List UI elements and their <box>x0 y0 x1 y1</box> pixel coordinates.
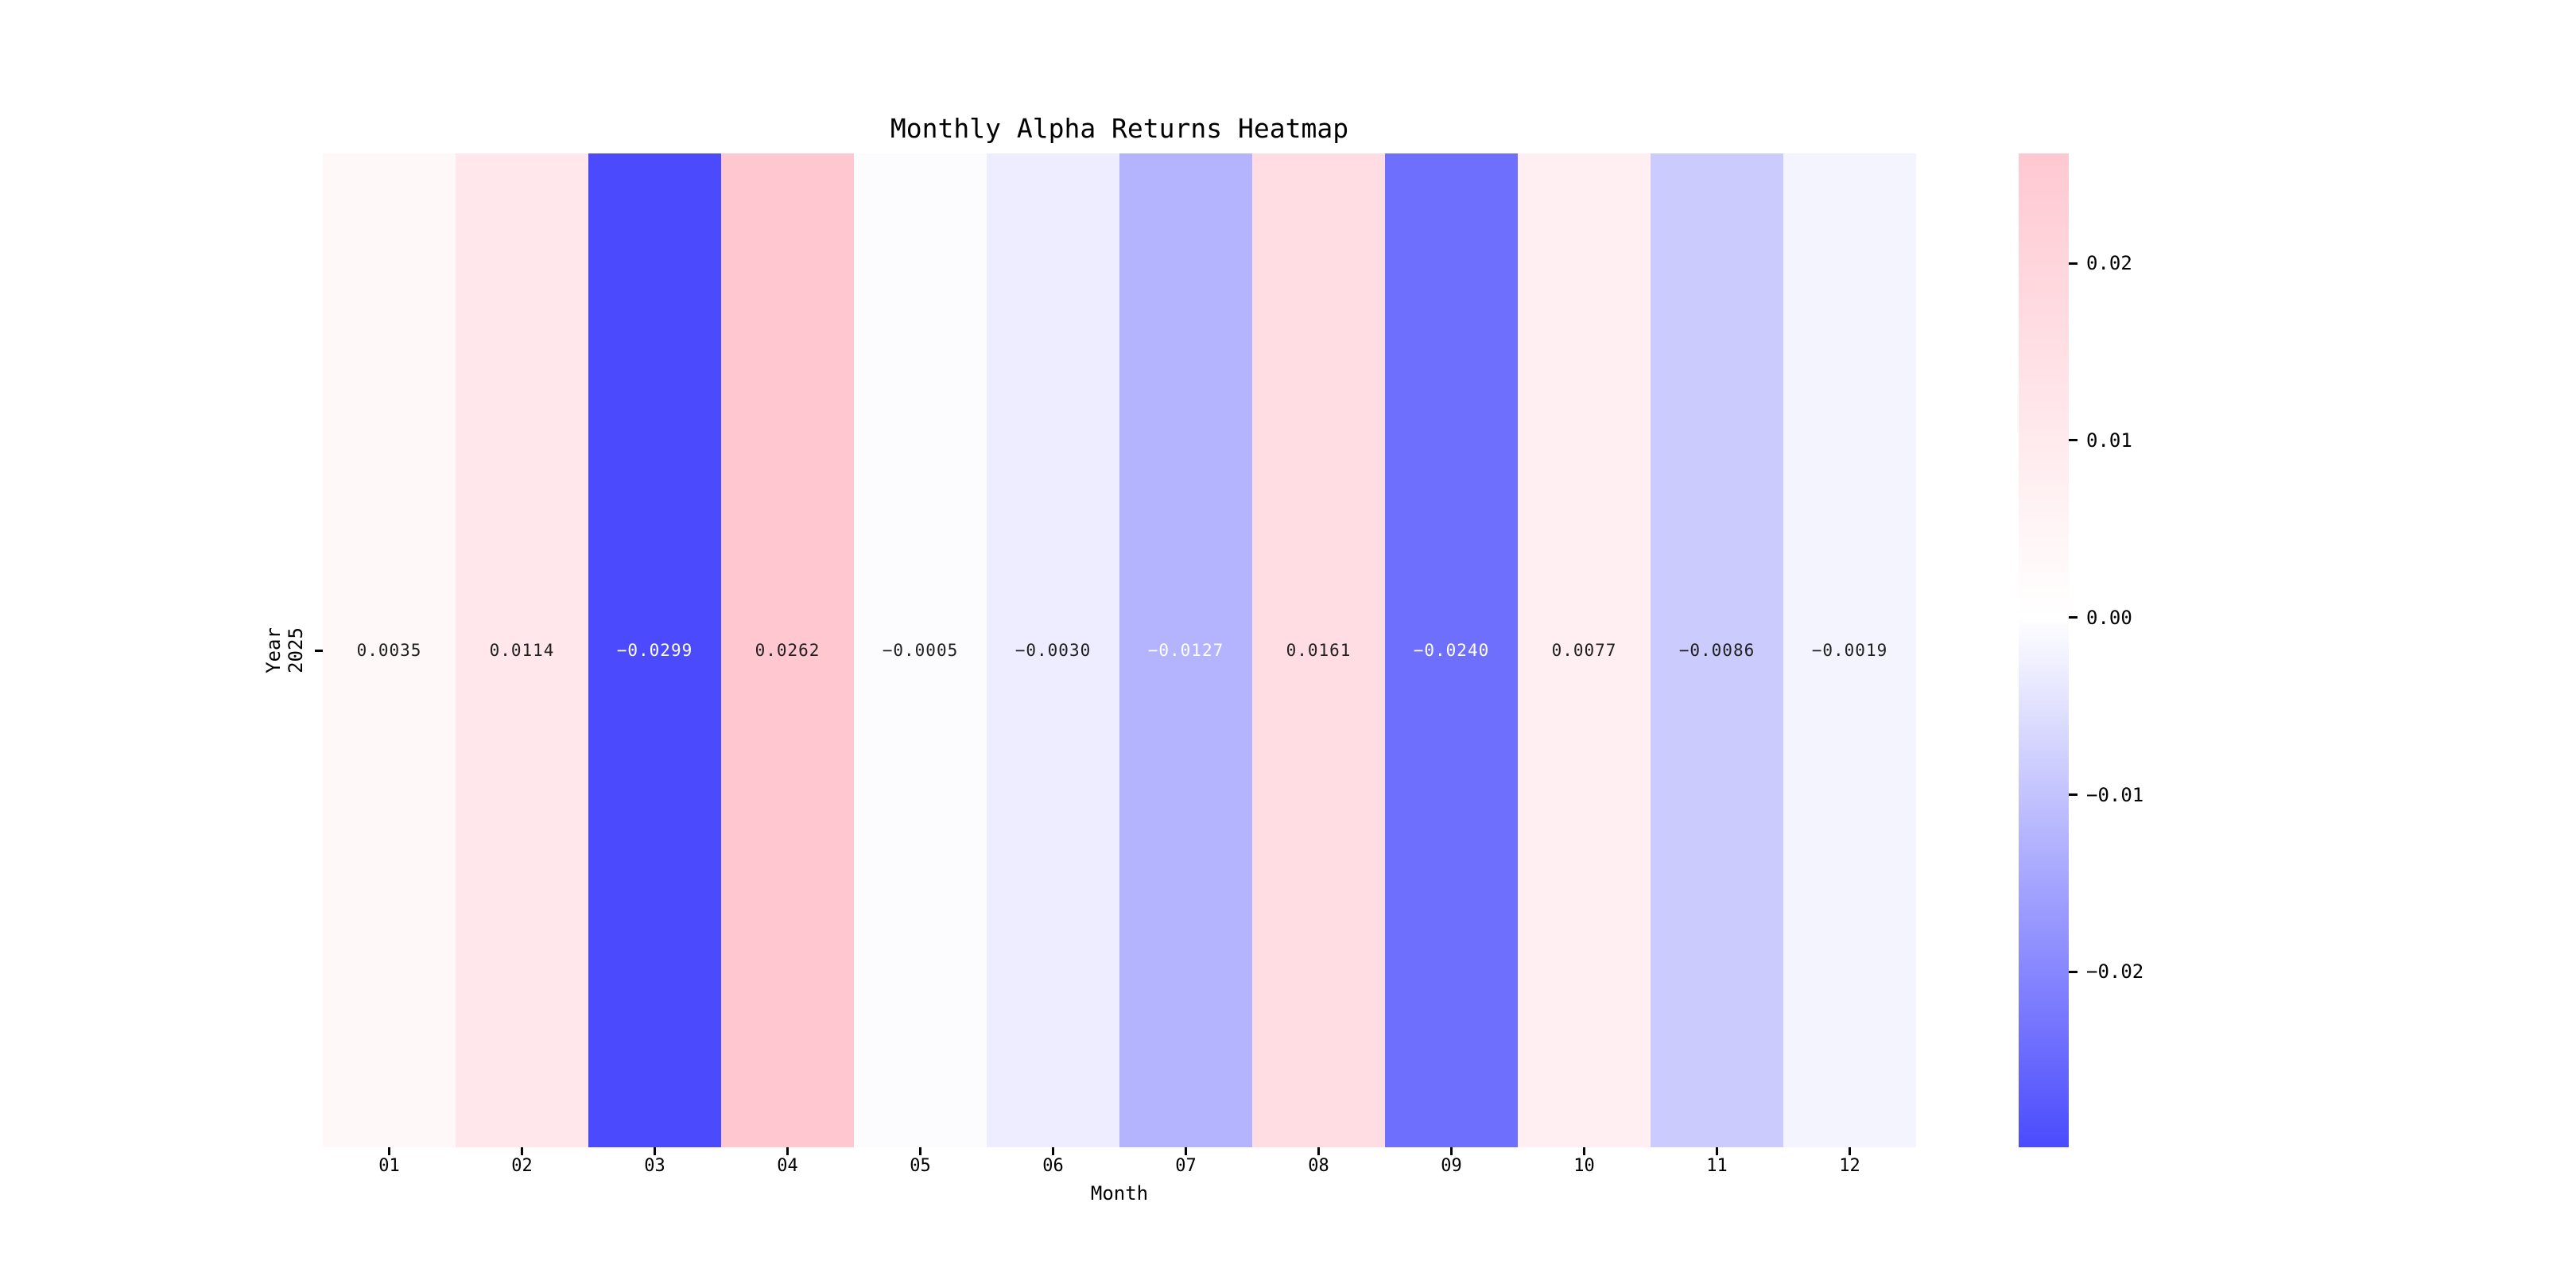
y-tick-mark <box>315 650 323 652</box>
x-tick-label-03: 03 <box>644 1156 665 1176</box>
x-tick-mark <box>388 1147 390 1155</box>
x-tick-mark <box>1716 1147 1718 1155</box>
x-tick-label-04: 04 <box>777 1156 798 1176</box>
colorbar-tick-mark <box>2069 616 2077 619</box>
x-tick-08 <box>1252 1147 1385 1155</box>
colorbar-tick-label: 0.01 <box>2086 429 2132 452</box>
cell-value: 0.0114 <box>489 641 555 660</box>
heatmap-cell-12: −0.0019 <box>1783 153 1916 1147</box>
x-tick-mark <box>919 1147 921 1155</box>
cell-value: 0.0077 <box>1551 641 1617 660</box>
x-tick-06 <box>987 1147 1119 1155</box>
x-tick-mark <box>1450 1147 1453 1155</box>
colorbar-tick-label: 0.00 <box>2086 606 2132 629</box>
y-tick-label: 2025 <box>285 627 307 673</box>
heatmap-cell-11: −0.0086 <box>1651 153 1783 1147</box>
cell-value: −0.0005 <box>882 641 959 660</box>
colorbar-gradient <box>2019 153 2069 1147</box>
x-tick-mark <box>521 1147 523 1155</box>
x-axis-tick-labels: 01 02 03 04 05 06 07 08 09 10 11 12 <box>323 1158 1916 1175</box>
x-tick-05 <box>854 1147 987 1155</box>
x-tick-label-11: 11 <box>1706 1156 1728 1176</box>
cell-value: 0.0035 <box>356 641 422 660</box>
cell-value: −0.0240 <box>1413 641 1490 660</box>
x-tick-mark <box>1849 1147 1851 1155</box>
colorbar-tick-mark <box>2069 439 2077 442</box>
x-tick-label-06: 06 <box>1042 1156 1064 1176</box>
heatmap-cell-07: −0.0127 <box>1119 153 1252 1147</box>
colorbar-tick-mark <box>2069 262 2077 265</box>
colorbar-tick-label: 0.02 <box>2086 252 2132 275</box>
heatmap-cell-06: −0.0030 <box>987 153 1119 1147</box>
x-tick-12 <box>1783 1147 1916 1155</box>
colorbar-tick-mark <box>2069 970 2077 973</box>
x-tick-11 <box>1651 1147 1783 1155</box>
cell-value: −0.0019 <box>1811 641 1888 660</box>
x-tick-07 <box>1119 1147 1252 1155</box>
x-tick-09 <box>1385 1147 1518 1155</box>
x-tick-label-02: 02 <box>511 1156 533 1176</box>
x-tick-mark <box>786 1147 789 1155</box>
colorbar-tick-label: −0.01 <box>2086 783 2144 806</box>
heatmap-cell-05: −0.0005 <box>854 153 987 1147</box>
x-tick-mark <box>1185 1147 1187 1155</box>
x-axis-label: Month <box>1090 1182 1149 1205</box>
x-tick-04 <box>721 1147 854 1155</box>
cell-value: −0.0086 <box>1678 641 1755 660</box>
y-axis-label: Year <box>262 627 285 673</box>
chart-title: Monthly Alpha Returns Heatmap <box>890 113 1349 144</box>
x-tick-01 <box>323 1147 456 1155</box>
x-tick-mark <box>654 1147 656 1155</box>
colorbar-tick-mark <box>2069 793 2077 797</box>
x-tick-label-09: 09 <box>1441 1156 1462 1176</box>
heatmap-cell-04: 0.0262 <box>721 153 854 1147</box>
x-axis-ticks <box>323 1147 1916 1155</box>
x-tick-02 <box>456 1147 588 1155</box>
cell-value: −0.0030 <box>1014 641 1092 660</box>
heatmap: 0.0035 0.0114 −0.0299 0.0262 −0.0005 −0.0030 −… <box>323 153 1916 1147</box>
x-tick-10 <box>1518 1147 1651 1155</box>
x-tick-label-05: 05 <box>910 1156 931 1176</box>
cell-value: −0.0299 <box>616 641 693 660</box>
heatmap-cell-09: −0.0240 <box>1385 153 1518 1147</box>
heatmap-cell-10: 0.0077 <box>1518 153 1651 1147</box>
x-tick-label-08: 08 <box>1308 1156 1329 1176</box>
colorbar-tick-label: −0.02 <box>2086 960 2144 983</box>
heatmap-cell-01: 0.0035 <box>323 153 456 1147</box>
colorbar-ticks: 0.02 0.01 0.00 −0.01 −0.02 <box>2069 153 2196 1147</box>
x-tick-label-07: 07 <box>1175 1156 1197 1176</box>
cell-value: 0.0161 <box>1286 641 1352 660</box>
cell-value: 0.0262 <box>755 641 821 660</box>
x-tick-label-12: 12 <box>1839 1156 1860 1176</box>
x-tick-03 <box>588 1147 721 1155</box>
cell-value: −0.0127 <box>1147 641 1224 660</box>
x-tick-label-10: 10 <box>1573 1156 1595 1176</box>
x-tick-mark <box>1317 1147 1320 1155</box>
x-tick-label-01: 01 <box>378 1156 400 1176</box>
heatmap-cell-02: 0.0114 <box>456 153 588 1147</box>
heatmap-cell-08: 0.0161 <box>1252 153 1385 1147</box>
x-tick-mark <box>1052 1147 1054 1155</box>
x-tick-mark <box>1583 1147 1585 1155</box>
heatmap-cell-03: −0.0299 <box>588 153 721 1147</box>
